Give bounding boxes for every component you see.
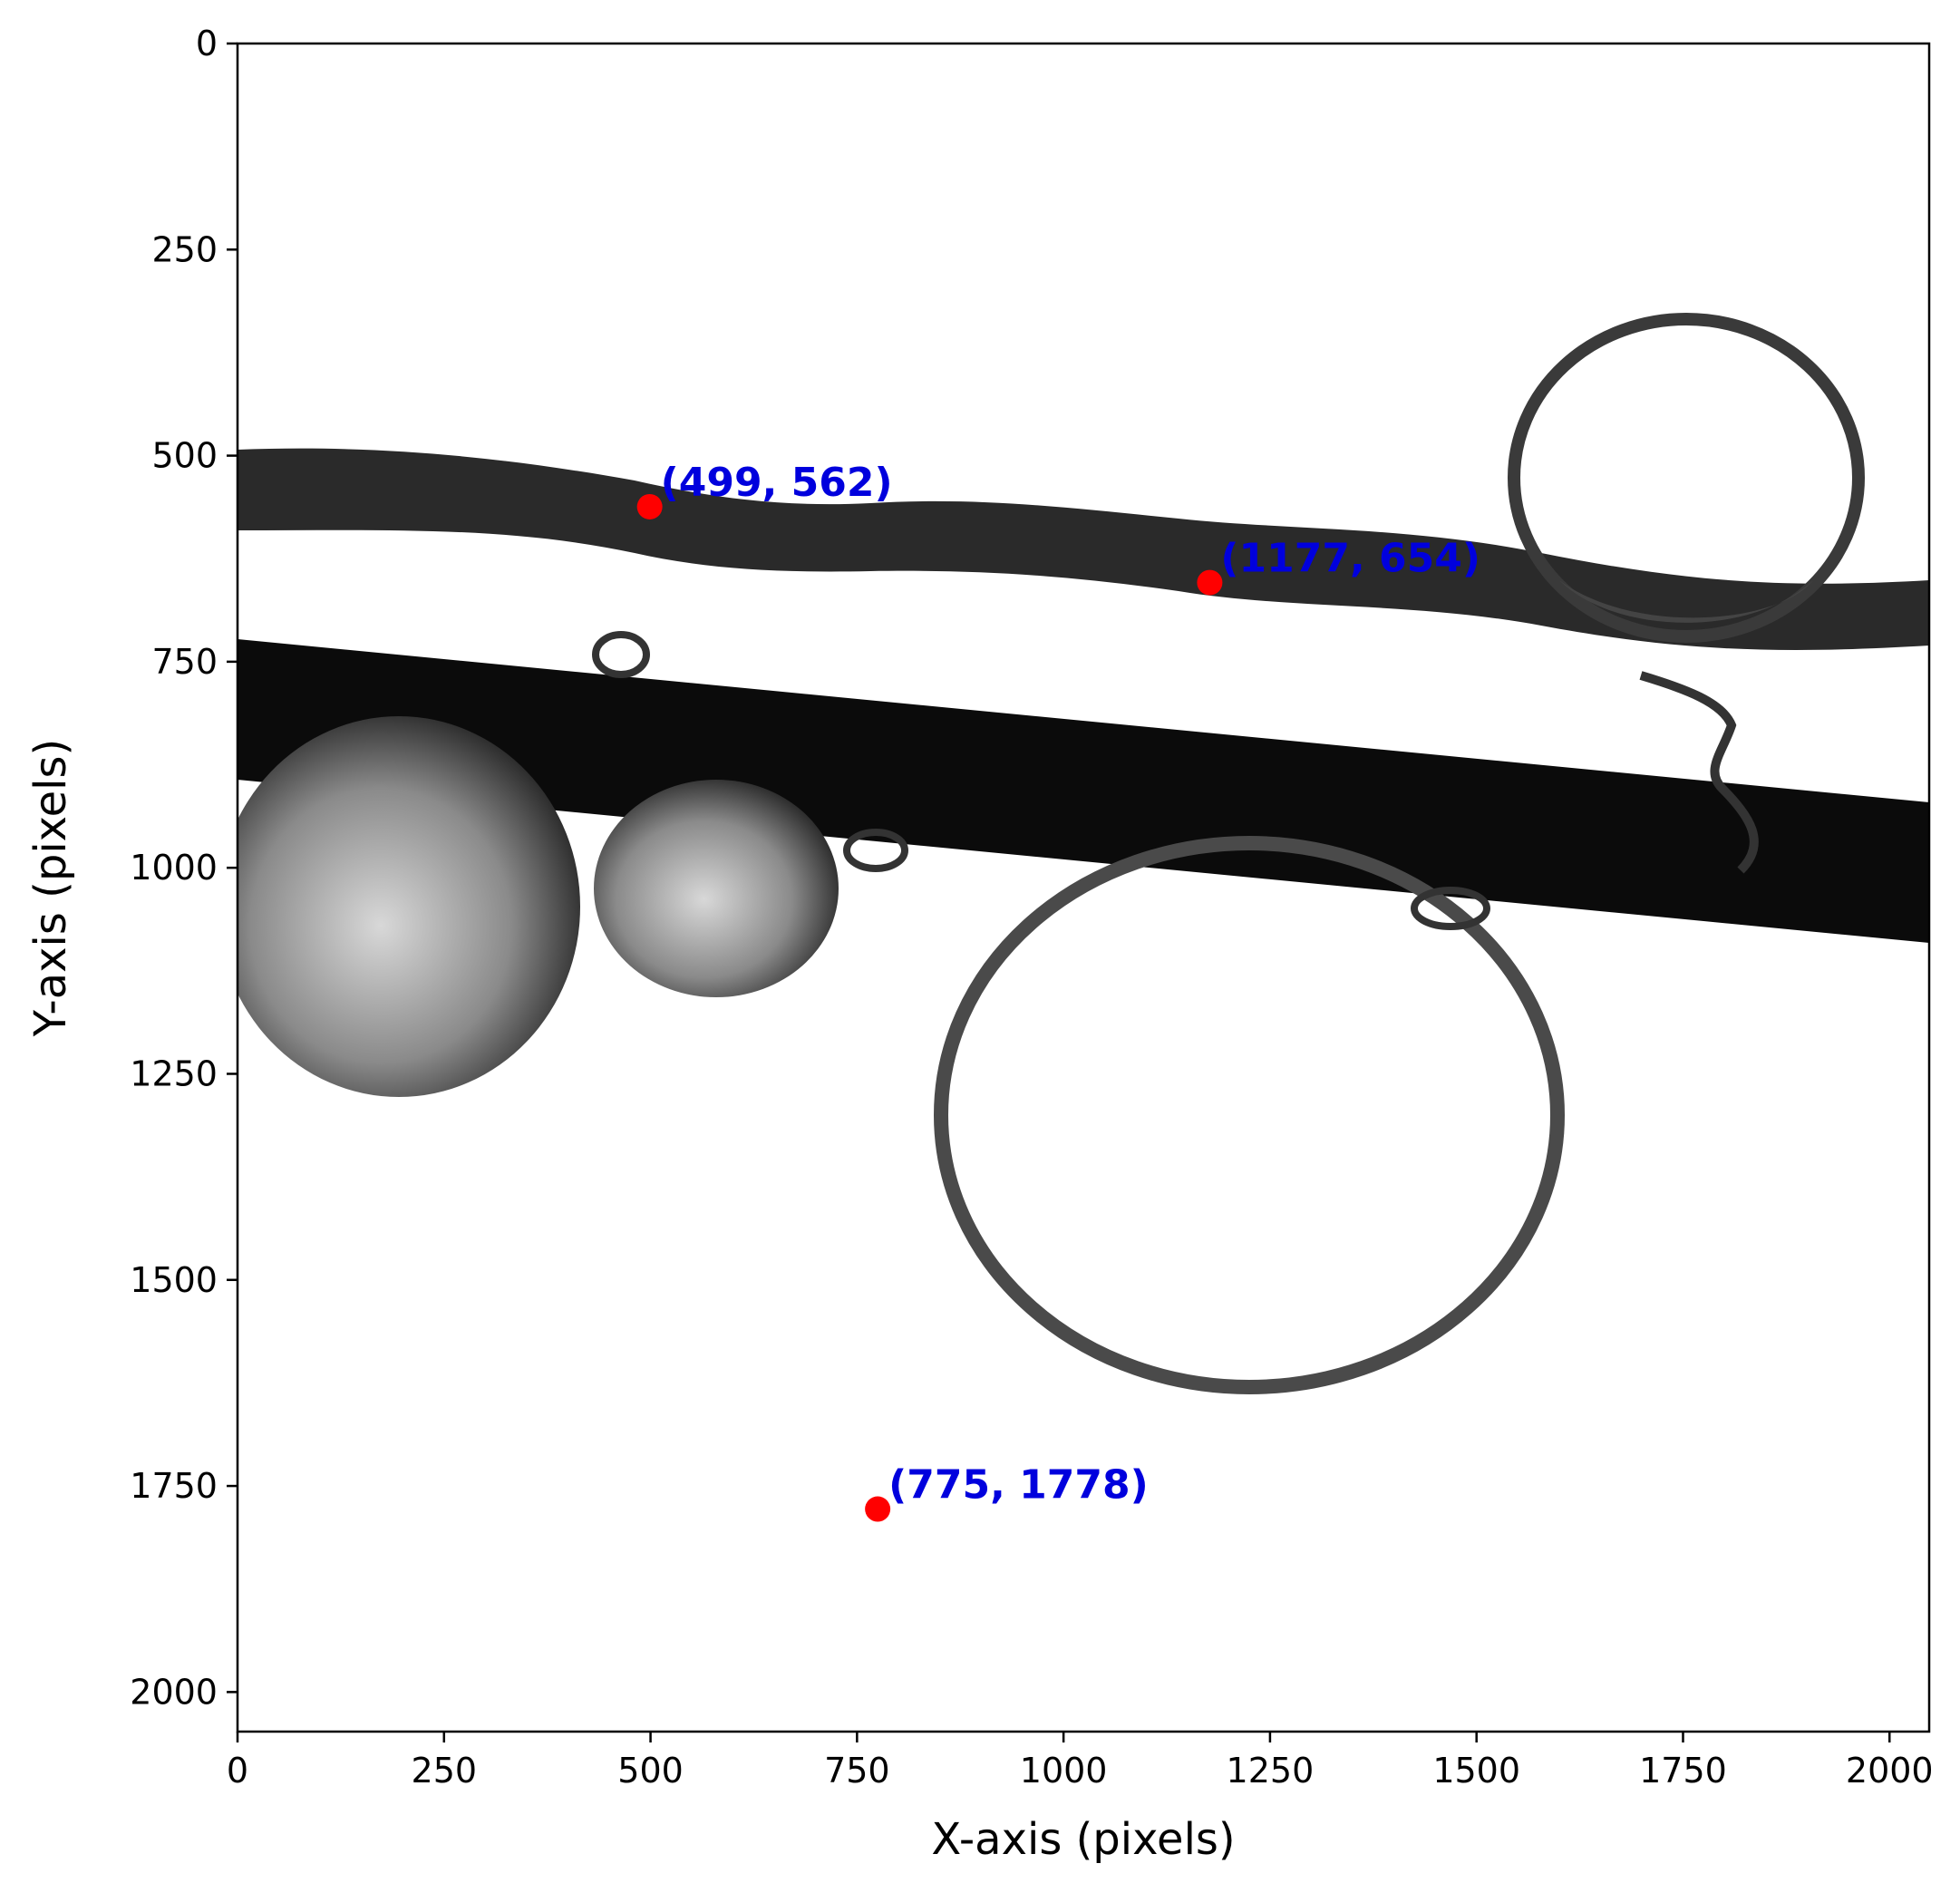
- y-axis-ticks: 0 250 500 750 1000 1250 1500 1750 2000: [130, 24, 238, 1712]
- data-point-marker: [636, 493, 663, 519]
- x-tick-label: 500: [617, 1751, 684, 1791]
- x-tick-label: 1500: [1432, 1751, 1520, 1791]
- data-point-marker: [865, 1496, 891, 1522]
- upper-fiber: [238, 448, 1929, 650]
- data-points: (499, 562) (1177, 654) (775, 1778): [636, 460, 1480, 1522]
- plot-frame: [236, 42, 1931, 1733]
- x-tick-label: 0: [227, 1751, 248, 1791]
- droplet-left: [238, 716, 580, 1097]
- data-point-label: (775, 1778): [888, 1462, 1149, 1509]
- droplet-top-right-shadow: [1559, 580, 1813, 623]
- y-tick-label: 500: [151, 436, 218, 476]
- y-tick-label: 250: [151, 229, 218, 269]
- lower-fiber: [238, 639, 1929, 943]
- x-tick-label: 1750: [1639, 1751, 1727, 1791]
- droplet-small-3: [1411, 887, 1490, 930]
- data-point-label: (499, 562): [661, 460, 893, 506]
- y-tick-label: 2000: [130, 1672, 218, 1712]
- droplet-neck: [1639, 671, 1759, 874]
- y-tick-label: 0: [196, 24, 218, 63]
- y-axis-label: Y-axis (pixels): [25, 739, 76, 1037]
- x-axis-ticks: 0 250 500 750 1000 1250 1500 1750 2000: [227, 1732, 1934, 1791]
- x-tick-label: 1250: [1227, 1751, 1315, 1791]
- droplet-top-right: [1508, 313, 1865, 643]
- droplet-large-center: [934, 836, 1565, 1394]
- y-tick-label: 1000: [130, 848, 218, 888]
- x-tick-label: 750: [824, 1751, 890, 1791]
- x-tick-label: 1000: [1020, 1751, 1108, 1791]
- data-point-marker: [1197, 569, 1223, 596]
- x-tick-label: 250: [412, 1751, 478, 1791]
- x-tick-label: 2000: [1846, 1751, 1934, 1791]
- y-tick-label: 750: [151, 642, 218, 682]
- data-point-label: (1177, 654): [1220, 536, 1480, 582]
- x-axis-label: X-axis (pixels): [931, 1814, 1235, 1865]
- y-tick-label: 1250: [130, 1053, 218, 1093]
- droplet-small-1: [592, 631, 650, 678]
- background-photo: [238, 44, 1929, 1732]
- droplet-middle-left: [594, 780, 839, 997]
- droplet-small-2: [843, 829, 908, 872]
- y-tick-label: 1750: [130, 1466, 218, 1506]
- y-tick-label: 1500: [130, 1260, 218, 1300]
